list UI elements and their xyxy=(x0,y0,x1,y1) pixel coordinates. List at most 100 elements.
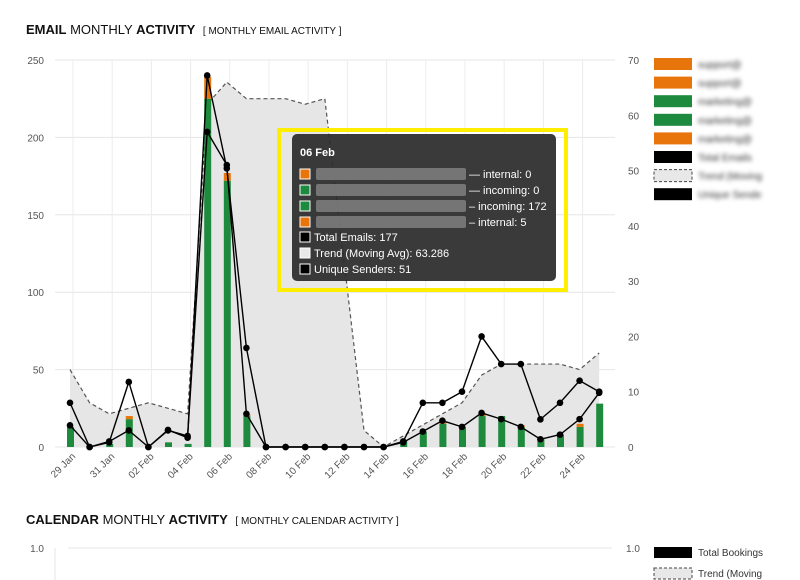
bar xyxy=(125,416,133,420)
left-axis-tick: 150 xyxy=(27,211,44,222)
bar xyxy=(204,98,212,447)
tooltip-redacted-address xyxy=(316,200,466,212)
tooltip-date: 06 Feb xyxy=(300,147,335,159)
tooltip-row-value: — internal: 0 xyxy=(469,169,531,181)
left-axis-tick: 100 xyxy=(27,288,44,299)
tooltip-unique-swatch xyxy=(299,263,311,275)
calendar-activity-chart: 1.0 1.0 Total Bookings Trend (Moving xyxy=(30,544,763,580)
legend-swatch[interactable] xyxy=(654,58,692,70)
line-point xyxy=(497,360,505,368)
x-axis-tick: 06 Feb xyxy=(205,451,235,481)
legend-swatch[interactable] xyxy=(654,151,692,163)
calendar-legend-label-trend[interactable]: Trend (Moving xyxy=(698,569,762,580)
calendar-legend-label-bookings[interactable]: Total Bookings xyxy=(698,548,763,559)
line-point xyxy=(537,435,544,443)
bar xyxy=(498,416,506,447)
tooltip-swatch xyxy=(299,216,311,228)
x-axis-tick: 20 Feb xyxy=(480,451,510,481)
line-point xyxy=(282,443,289,451)
email-activity-chart: 0 50 100 150 200 250 0 10 20 30 40 50 60 70 29 Jan 31 J… xyxy=(27,56,762,481)
tooltip-highlight-frame xyxy=(277,128,568,292)
legend-swatch[interactable] xyxy=(654,76,692,89)
calendar-chart-title: CALENDAR MONTHLY ACTIVITY [ MONTHLY CALE… xyxy=(26,512,399,527)
bar xyxy=(165,442,172,447)
tooltip-swatch xyxy=(299,200,311,212)
x-axis-tick: 18 Feb xyxy=(440,451,470,481)
legend-label[interactable]: marketing@ xyxy=(698,116,752,127)
x-axis-tick: 14 Feb xyxy=(362,451,392,481)
line-point xyxy=(262,443,270,451)
right-axis-tick: 0 xyxy=(628,443,634,454)
legend-label[interactable]: support@ xyxy=(698,79,742,90)
line-point xyxy=(125,378,133,386)
calendar-left-axis-tick: 1.0 xyxy=(30,544,44,555)
calendar-title-monthly-word: MONTHLY xyxy=(102,512,165,527)
legend-label[interactable]: Unique Sende xyxy=(698,190,762,201)
line-point xyxy=(105,438,113,445)
line-point xyxy=(439,399,446,407)
title-subtitle: [ MONTHLY EMAIL ACTIVITY ] xyxy=(202,26,342,37)
legend-label[interactable]: support@ xyxy=(698,60,742,71)
line-point xyxy=(66,422,74,429)
legend-swatch[interactable] xyxy=(654,188,692,201)
legend-swatch[interactable] xyxy=(654,132,692,145)
calendar-right-axis-tick: 1.0 xyxy=(626,544,640,555)
bar xyxy=(517,426,525,447)
bar xyxy=(439,423,447,447)
title-activity-word: ACTIVITY xyxy=(136,22,196,37)
legend-label[interactable]: marketing@ xyxy=(698,134,752,145)
line-point xyxy=(458,423,466,431)
line-point xyxy=(184,432,191,440)
line-point xyxy=(321,443,329,451)
line-layer xyxy=(66,72,603,451)
left-axis-tick: 50 xyxy=(33,366,45,377)
line-point xyxy=(517,423,525,431)
line-point xyxy=(66,399,74,407)
line-point xyxy=(380,443,387,451)
bar xyxy=(419,431,427,447)
tooltip-total: Total Emails: 177 xyxy=(314,232,398,244)
tooltip-redacted-address xyxy=(316,216,466,228)
left-axis-tick: 250 xyxy=(27,56,44,67)
legend-swatch[interactable] xyxy=(653,169,693,183)
title-email-word: EMAIL xyxy=(26,22,67,37)
line-point xyxy=(537,416,544,423)
line-point xyxy=(576,377,583,384)
line-point xyxy=(497,415,505,423)
left-axis-tick: 200 xyxy=(27,133,44,144)
x-axis-tick: 04 Feb xyxy=(166,451,196,481)
line-point xyxy=(556,431,564,438)
tooltip-row-value: – incoming: 172 xyxy=(469,201,547,213)
bar xyxy=(204,77,212,99)
line-point xyxy=(243,410,250,418)
legend-label[interactable]: Trend (Moving xyxy=(698,172,762,183)
bar xyxy=(459,426,466,447)
line-point xyxy=(556,399,564,407)
line-point xyxy=(458,388,466,396)
right-axis-tick: 10 xyxy=(628,388,640,399)
legend-label[interactable]: marketing@ xyxy=(698,97,752,108)
bar xyxy=(576,423,584,427)
legend-label[interactable]: Total Emails xyxy=(698,153,752,164)
x-axis-tick: 31 Jan xyxy=(88,451,117,480)
x-axis-tick: 10 Feb xyxy=(284,451,314,481)
calendar-legend-swatch-bookings[interactable] xyxy=(654,547,692,558)
line-point xyxy=(203,128,211,136)
legend-swatch[interactable] xyxy=(654,95,692,108)
right-axis-tick: 30 xyxy=(628,277,640,288)
line-point xyxy=(419,399,427,407)
tooltip-trend: Trend (Moving Avg): 63.286 xyxy=(314,248,449,260)
bar xyxy=(478,416,486,447)
tooltip-total-swatch xyxy=(299,231,311,243)
x-axis-tick: 24 Feb xyxy=(558,451,588,481)
unique-senders-line xyxy=(69,129,600,448)
x-axis-tick: 16 Feb xyxy=(401,451,431,481)
calendar-legend-swatch-trend[interactable] xyxy=(653,567,693,580)
tooltip-redacted-address xyxy=(316,168,466,180)
x-axis-tick: 12 Feb xyxy=(323,451,353,481)
x-axis-tick: 22 Feb xyxy=(519,451,549,481)
x-axis-tick: 08 Feb xyxy=(244,451,274,481)
tooltip-redacted-address xyxy=(316,184,466,196)
bar xyxy=(223,180,231,447)
legend-swatch[interactable] xyxy=(654,113,692,126)
